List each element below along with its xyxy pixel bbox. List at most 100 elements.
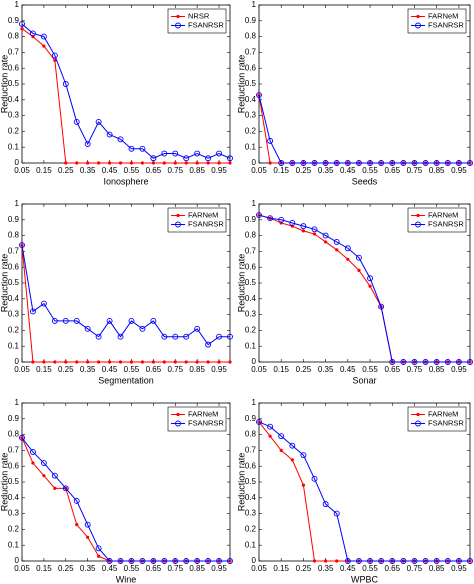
marker (455, 359, 462, 365)
marker (216, 558, 223, 564)
marker (62, 317, 69, 324)
y-tick-label: 1 (252, 0, 257, 9)
marker (335, 248, 339, 252)
marker (151, 161, 155, 165)
x-tick-label: 0.65 (146, 166, 162, 175)
y-tick-label: 0.2 (8, 326, 20, 335)
x-axis-label: Sonar (352, 375, 376, 385)
x-tick-label: 0.25 (296, 166, 312, 175)
marker (289, 220, 296, 226)
marker (64, 360, 68, 364)
subplot: 0 0.1 0.2 0.3 0.4 0.5 0.6 0.7 0.8 0.9 1 0.05 0.15 0.2… (0, 398, 233, 584)
y-tick-label: 0.7 (8, 247, 20, 256)
marker (311, 160, 318, 166)
marker (86, 360, 90, 364)
x-tick-label: 0.05 (251, 564, 267, 573)
y-tick-label: 1 (15, 398, 20, 407)
legend-marker (416, 213, 420, 218)
y-tick-label: 0.2 (245, 326, 257, 335)
x-tick-label: 0.85 (189, 564, 205, 573)
x-tick-label: 0.05 (251, 365, 267, 374)
y-tick-label: 0.1 (8, 540, 20, 549)
subplot: 0 0.1 0.2 0.3 0.4 0.5 0.6 0.7 0.8 0.9 1 0.05 0.15 0.2… (0, 0, 233, 186)
marker (161, 558, 168, 564)
y-tick-label: 0.3 (8, 111, 20, 120)
marker (422, 160, 429, 166)
legend-label: FSANRSR (188, 418, 224, 427)
marker (322, 160, 329, 166)
marker (324, 240, 328, 244)
marker (97, 554, 101, 558)
marker (344, 558, 351, 564)
marker (301, 229, 306, 233)
marker (267, 423, 274, 430)
x-tick-label: 0.75 (167, 166, 183, 175)
marker (106, 317, 113, 324)
x-tick-label: 0.15 (273, 365, 289, 374)
y-tick-label: 0.6 (245, 461, 257, 470)
marker (289, 442, 296, 449)
marker (117, 333, 124, 340)
marker (128, 558, 135, 564)
legend-box (407, 8, 467, 34)
y-tick-label: 0.2 (8, 525, 20, 534)
legend-label: FARNeM (188, 210, 218, 219)
marker (216, 333, 223, 340)
marker (140, 161, 145, 165)
marker (20, 243, 24, 247)
marker (194, 325, 201, 332)
x-tick-label: 0.25 (58, 166, 74, 175)
y-tick-label: 0.1 (245, 540, 257, 549)
x-tick-label: 0.55 (362, 365, 378, 374)
marker (290, 458, 294, 462)
y-tick-label: 0.2 (245, 127, 257, 136)
x-tick-label: 0.35 (318, 166, 334, 175)
marker (95, 545, 102, 552)
marker (400, 359, 407, 365)
x-tick-label: 0.95 (451, 166, 467, 175)
marker (150, 558, 157, 564)
legend-label: FARNeM (428, 409, 458, 418)
marker (73, 118, 80, 125)
marker (62, 81, 69, 87)
y-tick-label: 0.4 (8, 294, 20, 303)
marker (106, 558, 113, 564)
marker (97, 161, 101, 165)
marker (29, 30, 36, 37)
marker (51, 317, 58, 324)
marker (206, 360, 210, 364)
y-tick-label: 0.9 (245, 414, 257, 423)
marker (162, 161, 166, 165)
y-tick-label: 0.3 (245, 111, 257, 120)
marker (355, 254, 362, 261)
y-tick-label: 0.5 (245, 79, 257, 88)
marker (183, 333, 190, 340)
x-tick-label: 0.45 (340, 365, 356, 374)
legend-marker (416, 14, 420, 19)
marker (106, 131, 113, 138)
series-line (21, 437, 230, 562)
marker (161, 333, 168, 340)
legend-marker (175, 22, 181, 29)
y-axis-label: Reduction rate (236, 453, 246, 512)
marker (40, 300, 47, 307)
marker (19, 21, 25, 27)
marker (228, 360, 232, 364)
x-tick-label: 0.55 (362, 564, 378, 573)
legend-marker (176, 213, 180, 218)
y-tick-label: 1 (15, 199, 20, 208)
marker (129, 161, 134, 165)
marker (95, 118, 102, 125)
x-tick-label: 0.75 (407, 564, 423, 573)
marker (300, 452, 307, 459)
y-tick-label: 0 (15, 556, 20, 565)
marker (444, 558, 451, 564)
marker (184, 360, 188, 364)
y-axis-label: Reduction rate (236, 55, 246, 114)
marker (84, 325, 91, 332)
marker (300, 223, 307, 230)
legend-marker (175, 420, 181, 427)
x-tick-label: 0.95 (211, 166, 227, 175)
x-tick-label: 0.15 (273, 564, 289, 573)
